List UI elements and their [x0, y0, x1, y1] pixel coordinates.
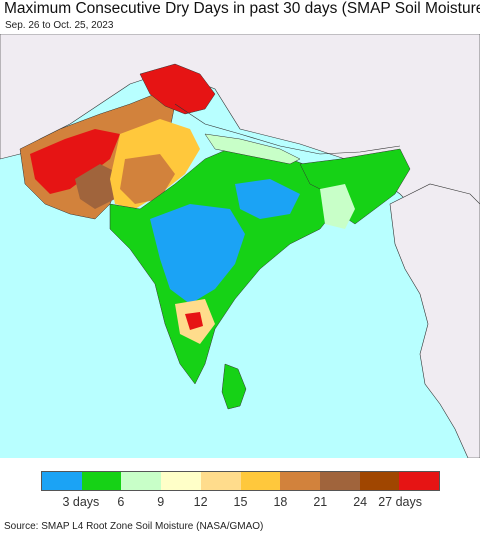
legend-swatch [42, 472, 82, 490]
region-pakistan-red [30, 129, 120, 194]
legend-color-bar [41, 471, 440, 491]
outside-land-east [389, 183, 480, 458]
dry-days-map [0, 34, 480, 458]
legend-swatch [359, 472, 400, 490]
legend-swatch [121, 472, 162, 490]
boundary-himalaya [174, 103, 401, 155]
legend-labels: 3 days 6 9 12 15 18 21 24 27 days [41, 495, 440, 511]
date-range: Sep. 26 to Oct. 25, 2023 [5, 20, 114, 31]
region-bangladesh [320, 184, 355, 229]
region-nepal [204, 133, 301, 165]
legend-label: 15 [233, 495, 248, 509]
legend-swatch [81, 472, 122, 490]
region-south-red [185, 312, 203, 330]
region-kashmir [139, 63, 216, 115]
legend-swatch [319, 472, 360, 490]
legend-label: 24 [353, 495, 368, 509]
legend-label: 21 [313, 495, 328, 509]
legend-swatch [200, 472, 241, 490]
region-sri-lanka [221, 363, 247, 410]
legend-label: 12 [193, 495, 208, 509]
legend-label: 3 days [62, 495, 100, 509]
region-pakistan-dark [75, 164, 120, 209]
region-east-blue [235, 179, 300, 219]
legend-label: 27 days [378, 495, 422, 509]
legend-label: 18 [273, 495, 288, 509]
legend-label: 6 [117, 495, 125, 509]
legend-swatch [280, 472, 320, 490]
map-svg [0, 34, 480, 458]
region-rajasthan [120, 154, 175, 204]
legend-label: 9 [157, 495, 165, 509]
legend-swatch [161, 472, 201, 490]
map-title: Maximum Consecutive Dry Days in past 30 … [4, 0, 480, 17]
source-credit: Source: SMAP L4 Root Zone Soil Moisture … [4, 521, 264, 532]
legend-swatch [399, 472, 440, 490]
region-central-blue [150, 204, 245, 304]
legend-swatch [240, 472, 281, 490]
